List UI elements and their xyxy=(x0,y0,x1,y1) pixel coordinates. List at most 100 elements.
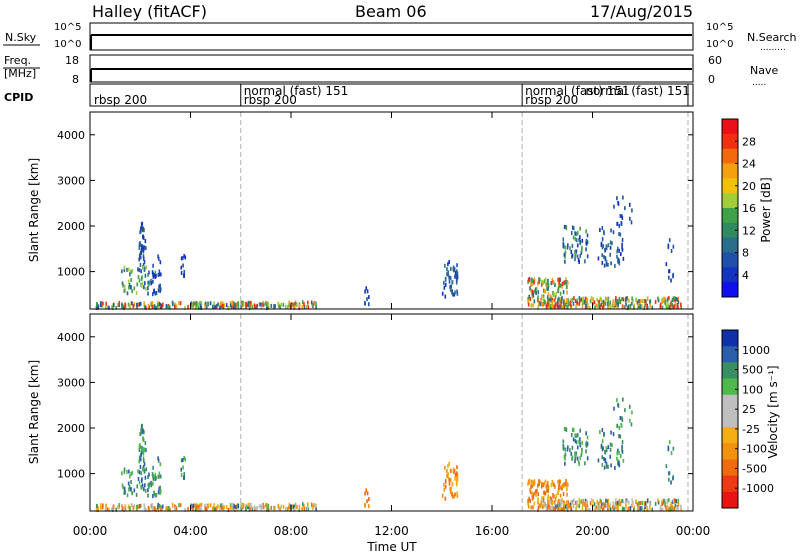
power-echo-cell xyxy=(562,300,565,305)
velocity-echo-cell xyxy=(616,448,619,453)
velocity-echo-cell xyxy=(144,483,146,488)
velocity-echo-cell xyxy=(447,474,449,479)
power-echo-cell xyxy=(607,243,610,248)
power-echo-cell xyxy=(455,273,458,278)
velocity-echo-cell xyxy=(570,505,572,510)
velocity-echo-cell xyxy=(292,504,295,509)
velocity-echo-cell xyxy=(622,458,625,463)
velocity-echo-cell xyxy=(557,489,560,494)
power-echo-cell xyxy=(266,305,269,310)
power-echo-cell xyxy=(448,259,450,264)
velocity-echo-cell xyxy=(677,498,680,503)
power-echo-cell xyxy=(547,300,549,305)
velocity-echo-cell xyxy=(604,503,607,508)
power-panel: 1000 2000 3000 4000 Slant Range [km] 28 24 20… xyxy=(27,111,773,311)
power-echo-cell xyxy=(554,300,556,305)
velocity-echo-cell xyxy=(122,485,124,490)
power-echo-cell xyxy=(455,276,458,281)
power-echo-cell xyxy=(612,303,614,308)
power-echo-cell xyxy=(446,267,448,272)
velocity-cb-tick-label: 25 xyxy=(742,403,756,416)
velocity-echo-cell xyxy=(155,493,158,498)
velocity-echo-cell xyxy=(575,440,578,445)
velocity-echo-cell xyxy=(592,499,594,504)
power-echo-cell xyxy=(443,280,445,285)
power-echo-cell xyxy=(540,298,543,303)
velocity-echo-cell xyxy=(549,499,552,504)
power-echo-cell xyxy=(294,301,297,306)
power-echo-cell xyxy=(154,291,157,296)
power-echo-cell xyxy=(216,303,218,308)
power-echo-cell xyxy=(579,240,581,245)
power-echo-cell xyxy=(665,303,667,308)
velocity-echo-cell xyxy=(617,402,619,407)
velocity-echo-cell xyxy=(145,507,147,512)
velocity-echo-cell xyxy=(605,498,607,503)
velocity-echo-cell xyxy=(629,418,631,423)
velocity-echo-cell xyxy=(95,507,98,512)
power-echo-cell xyxy=(197,302,199,307)
velocity-echo-cell xyxy=(303,504,305,509)
velocity-echo-cell xyxy=(576,456,579,461)
velocity-echo-cell xyxy=(280,504,283,509)
velocity-cb-tick-label: -500 xyxy=(742,462,767,475)
power-echo-cell xyxy=(586,233,589,238)
power-echo-cell xyxy=(664,299,666,304)
velocity-echo-cell xyxy=(273,506,275,511)
nave-label: Nave xyxy=(750,64,778,77)
power-echo-cell xyxy=(157,300,160,305)
power-echo-cell xyxy=(182,263,184,268)
velocity-echo-cell xyxy=(597,505,599,510)
velocity-echo-cell xyxy=(141,483,144,488)
velocity-echo-cell xyxy=(559,485,561,490)
velocity-echo-cell xyxy=(664,501,666,506)
power-echo-cell xyxy=(624,300,627,305)
power-echo-cell xyxy=(538,301,541,306)
velocity-echo-cell xyxy=(675,499,677,504)
power-echo-cell xyxy=(147,291,149,296)
velocity-echo-cell xyxy=(537,492,540,497)
power-echo-cell xyxy=(456,269,458,274)
power-cb-label: Power [dB] xyxy=(759,177,773,242)
velocity-echo-cell xyxy=(159,485,161,490)
velocity-echo-cell xyxy=(259,504,262,509)
velocity-echo-cell xyxy=(142,451,145,456)
power-echo-cell xyxy=(143,303,146,308)
velocity-echo-cell xyxy=(538,481,540,486)
power-cb-swatch xyxy=(722,267,738,283)
velocity-echo-cell xyxy=(621,440,624,445)
velocity-echo-cell xyxy=(599,506,601,511)
velocity-echo-cell xyxy=(274,506,276,511)
power-echo-cell xyxy=(603,229,605,234)
power-echo-cell xyxy=(454,274,456,279)
velocity-echo-cell xyxy=(236,505,238,510)
power-echo-cell xyxy=(138,246,141,251)
velocity-echo-cell xyxy=(553,482,555,487)
velocity-echo-cell xyxy=(301,507,304,512)
power-echo-cell xyxy=(247,300,250,305)
power-echo-cell xyxy=(563,252,566,257)
velocity-echo-cell xyxy=(562,504,565,509)
velocity-echo-cell xyxy=(608,507,610,512)
power-echo-cell xyxy=(608,305,610,310)
velocity-echo-cell xyxy=(183,471,186,476)
power-echo-cell xyxy=(157,288,160,293)
power-echo-cell xyxy=(190,301,193,306)
velocity-echo-cell xyxy=(212,506,214,511)
velocity-echo-cell xyxy=(118,505,120,510)
velocity-echo-cell xyxy=(659,506,662,511)
velocity-echo-cell xyxy=(191,505,193,510)
velocity-echo-cell xyxy=(679,504,682,509)
velocity-echo-cell xyxy=(616,451,619,456)
cpid-panel-frame xyxy=(89,83,694,107)
velocity-echo-cell xyxy=(140,485,143,490)
velocity-echo-cell xyxy=(629,505,632,510)
power-echo-cell xyxy=(571,298,573,303)
velocity-echo-cell xyxy=(129,487,132,492)
velocity-echo-cell xyxy=(581,506,584,511)
velocity-echo-cell xyxy=(632,500,634,505)
velocity-echo-cell xyxy=(148,472,150,477)
velocity-echo-cell xyxy=(539,504,542,509)
velocity-echo-cell xyxy=(123,470,126,475)
power-echo-cell xyxy=(143,301,145,306)
